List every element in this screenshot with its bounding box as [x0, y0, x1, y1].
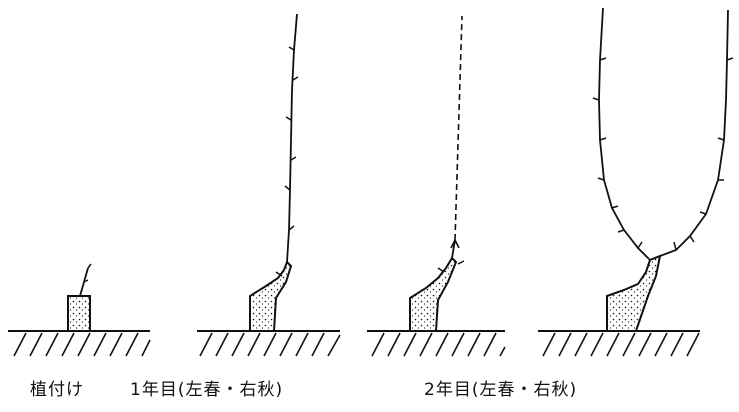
stage-year2-spring — [367, 15, 506, 357]
stage-year1 — [197, 13, 341, 357]
right-main-shoot — [659, 9, 729, 257]
caption-year1: 1年目(左春・右秋) — [130, 380, 284, 400]
ground-hatch — [538, 330, 700, 357]
caption-year2: 2年目(左春・右秋) — [424, 380, 578, 400]
grown-shoot — [286, 13, 298, 263]
stage-planting — [8, 263, 151, 357]
stage-year2-autumn — [538, 7, 734, 357]
rootstock-stump — [249, 260, 293, 332]
ground-hatch — [8, 330, 151, 357]
ground-hatch — [197, 330, 341, 357]
rootstock-stump — [409, 256, 458, 332]
ground-hatch — [367, 330, 506, 357]
removed-part-dashed — [454, 15, 463, 241]
left-main-shoot — [598, 7, 651, 261]
rootstock-stump — [606, 254, 662, 332]
cut-shoot — [451, 239, 456, 259]
rootstock-stump — [67, 295, 91, 332]
caption-planting: 植付け — [30, 380, 84, 400]
